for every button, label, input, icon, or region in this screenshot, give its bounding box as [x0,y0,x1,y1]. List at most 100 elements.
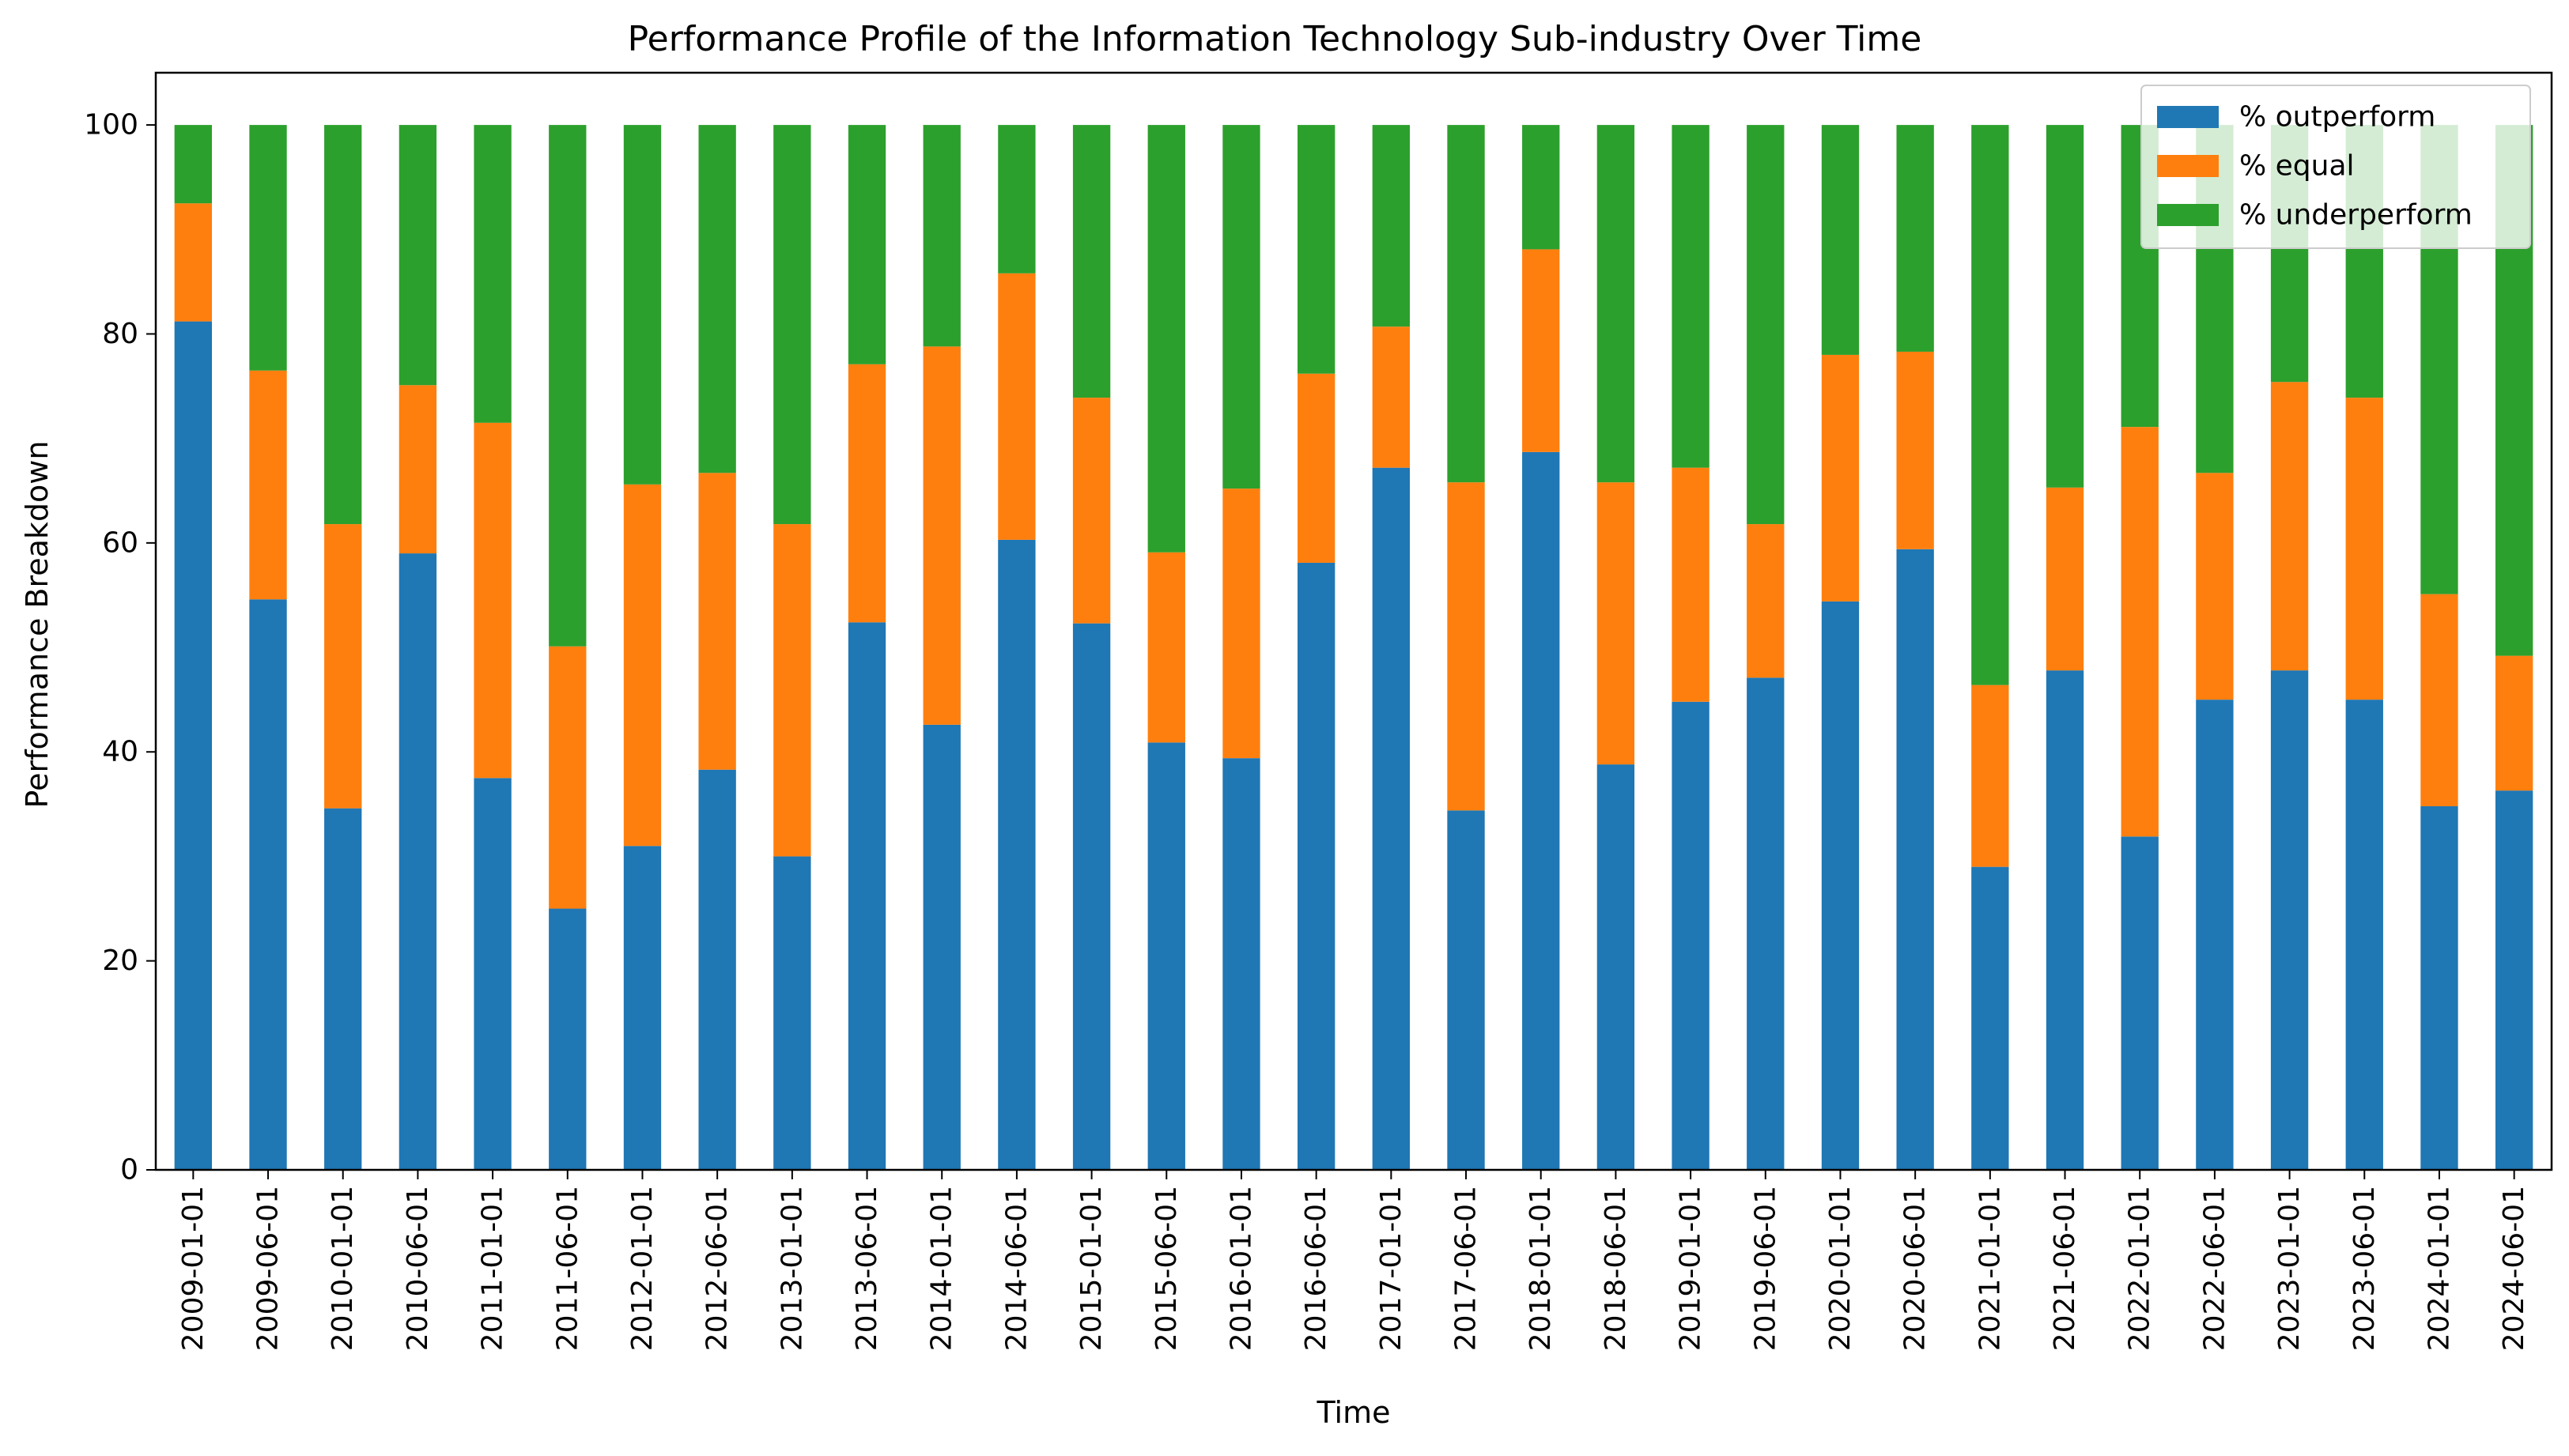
bar-equal-2016-01-01 [1222,488,1260,759]
bar-outperform-2015-06-01 [1147,742,1185,1170]
bar-outperform-2016-06-01 [1297,562,1336,1170]
bar-equal-2018-06-01 [1596,482,1635,765]
bar-outperform-2017-06-01 [1447,810,1485,1170]
bar-outperform-2020-06-01 [1896,549,1934,1170]
bar-outperform-2012-06-01 [698,769,736,1170]
bar-equal-2010-01-01 [324,524,362,809]
x-tick-label: 2019-01-01 [1675,1186,1707,1351]
bar-underperform-2012-06-01 [698,125,736,473]
bar-equal-2024-06-01 [2495,655,2533,791]
bar-underperform-2013-01-01 [773,125,811,525]
x-tick-label: 2017-06-01 [1450,1186,1483,1351]
bar-outperform-2010-01-01 [324,808,362,1170]
bar-underperform-2018-06-01 [1596,125,1635,483]
bar-underperform-2011-06-01 [549,125,587,647]
bar-outperform-2011-01-01 [474,778,512,1170]
legend-swatch [2157,155,2219,177]
bar-outperform-2012-01-01 [623,846,662,1170]
bar-underperform-2013-06-01 [848,125,886,364]
bar-outperform-2011-06-01 [549,908,587,1170]
bar-outperform-2019-01-01 [1672,701,1710,1170]
bar-outperform-2014-06-01 [998,539,1036,1170]
x-axis-label: Time [1317,1395,1391,1430]
bar-underperform-2017-01-01 [1372,125,1411,327]
x-tick-label: 2010-06-01 [402,1186,434,1351]
x-tick-label: 2023-01-01 [2273,1186,2306,1351]
bar-underperform-2020-01-01 [1821,125,1860,355]
bar-equal-2009-01-01 [174,203,213,322]
bar-underperform-2017-06-01 [1447,125,1485,483]
x-tick-label: 2009-06-01 [252,1186,285,1351]
bar-underperform-2010-06-01 [399,125,437,386]
x-tick-label: 2016-01-01 [1225,1186,1257,1351]
bar-outperform-2019-06-01 [1747,677,1785,1170]
x-tick-label: 2021-01-01 [1974,1186,2006,1351]
bar-equal-2015-01-01 [1072,398,1111,624]
x-tick-label: 2009-01-01 [177,1186,210,1351]
x-tick-label: 2010-01-01 [327,1186,359,1351]
bar-outperform-2018-01-01 [1522,451,1560,1170]
bar-outperform-2021-01-01 [1971,866,2009,1170]
bar-equal-2019-06-01 [1747,524,1785,678]
bar-equal-2020-01-01 [1821,354,1860,602]
bar-underperform-2014-01-01 [923,125,961,347]
x-tick-label: 2022-06-01 [2198,1186,2231,1351]
y-tick-label: 60 [102,526,138,559]
x-tick-label: 2024-01-01 [2423,1186,2455,1351]
bar-equal-2023-06-01 [2345,398,2383,700]
bar-outperform-2014-01-01 [923,724,961,1170]
bar-equal-2011-06-01 [549,646,587,909]
legend-box [2140,85,2531,249]
bar-outperform-2022-01-01 [2121,836,2159,1170]
bar-underperform-2009-06-01 [249,125,287,371]
bar-outperform-2020-01-01 [1821,601,1860,1170]
chart-title: Performance Profile of the Information T… [628,19,1922,59]
bar-equal-2021-06-01 [2046,487,2084,671]
bar-underperform-2015-06-01 [1147,125,1185,553]
bar-underperform-2015-01-01 [1072,125,1111,398]
y-tick-label: 100 [84,109,138,141]
legend-swatch [2157,106,2219,128]
bar-equal-2014-06-01 [998,273,1036,540]
bar-equal-2013-01-01 [773,524,811,857]
x-tick-label: 2013-06-01 [851,1186,883,1351]
bar-underperform-2019-06-01 [1747,125,1785,525]
y-tick-label: 40 [102,736,138,768]
bar-equal-2017-06-01 [1447,482,1485,811]
x-tick-label: 2014-06-01 [1000,1186,1033,1351]
bar-underperform-2020-06-01 [1896,125,1934,352]
bar-equal-2009-06-01 [249,370,287,600]
bar-equal-2022-01-01 [2121,427,2159,837]
bar-outperform-2018-06-01 [1596,764,1635,1170]
bar-outperform-2023-06-01 [2345,700,2383,1170]
bar-underperform-2011-01-01 [474,125,512,423]
bar-equal-2011-01-01 [474,422,512,779]
bar-outperform-2023-01-01 [2270,670,2309,1170]
y-tick-label: 20 [102,945,138,977]
legend-swatch [2157,204,2219,226]
x-tick-label: 2012-01-01 [626,1186,659,1351]
bar-equal-2024-01-01 [2420,594,2458,806]
x-tick-label: 2022-01-01 [2124,1186,2156,1351]
x-tick-label: 2020-01-01 [1824,1186,1857,1351]
x-tick-label: 2015-06-01 [1150,1186,1183,1351]
y-tick-label: 80 [102,318,138,350]
bar-outperform-2013-01-01 [773,856,811,1170]
x-tick-label: 2023-06-01 [2348,1186,2381,1351]
x-tick-label: 2015-01-01 [1075,1186,1108,1351]
bar-underperform-2009-01-01 [174,125,213,204]
bar-equal-2010-06-01 [399,385,437,554]
bar-underperform-2021-01-01 [1971,125,2009,685]
bar-equal-2014-01-01 [923,346,961,725]
bar-outperform-2009-01-01 [174,321,213,1170]
bar-equal-2019-01-01 [1672,467,1710,702]
y-tick-label: 0 [120,1154,138,1186]
bar-equal-2013-06-01 [848,364,886,623]
bar-equal-2012-06-01 [698,473,736,770]
x-tick-label: 2021-06-01 [2049,1186,2081,1351]
legend: % outperform % equal % underperform [2140,85,2531,249]
x-tick-label: 2014-01-01 [926,1186,958,1351]
bar-outperform-2015-01-01 [1072,623,1111,1170]
